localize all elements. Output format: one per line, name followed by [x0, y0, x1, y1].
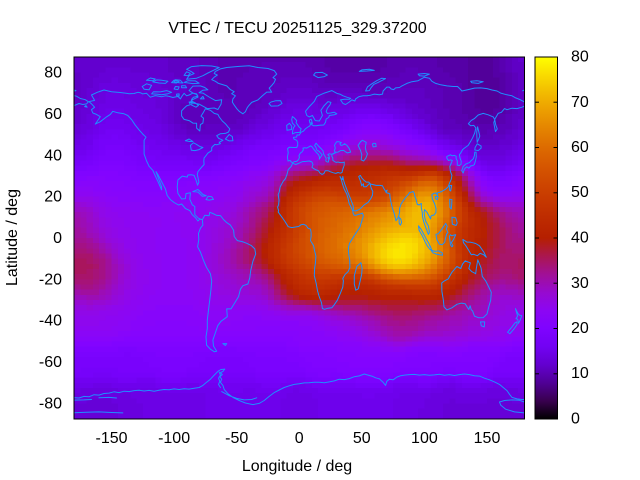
svg-text:Longitude / deg: Longitude / deg: [242, 458, 352, 475]
svg-text:0: 0: [295, 430, 304, 447]
svg-text:-50: -50: [225, 430, 248, 447]
svg-text:0: 0: [571, 411, 580, 428]
svg-text:100: 100: [411, 430, 438, 447]
svg-text:-20: -20: [39, 271, 62, 288]
svg-text:60: 60: [44, 106, 62, 123]
svg-text:50: 50: [353, 430, 371, 447]
svg-text:40: 40: [44, 147, 62, 164]
svg-text:70: 70: [571, 94, 589, 111]
svg-text:10: 10: [571, 365, 589, 382]
svg-text:-60: -60: [39, 354, 62, 371]
svg-text:VTEC / TECU 20251125_329.37200: VTEC / TECU 20251125_329.37200: [168, 20, 426, 37]
svg-text:30: 30: [571, 275, 589, 292]
svg-text:50: 50: [571, 184, 589, 201]
svg-text:Latitude / deg: Latitude / deg: [4, 189, 21, 286]
svg-text:20: 20: [571, 320, 589, 337]
svg-text:80: 80: [44, 65, 62, 82]
svg-text:-80: -80: [39, 396, 62, 413]
svg-text:-40: -40: [39, 313, 62, 330]
svg-text:40: 40: [571, 230, 589, 247]
svg-text:-100: -100: [158, 430, 190, 447]
svg-text:80: 80: [571, 49, 589, 66]
svg-text:60: 60: [571, 139, 589, 156]
svg-text:-150: -150: [95, 430, 127, 447]
svg-text:150: 150: [474, 430, 501, 447]
svg-text:0: 0: [53, 230, 62, 247]
svg-text:20: 20: [44, 189, 62, 206]
